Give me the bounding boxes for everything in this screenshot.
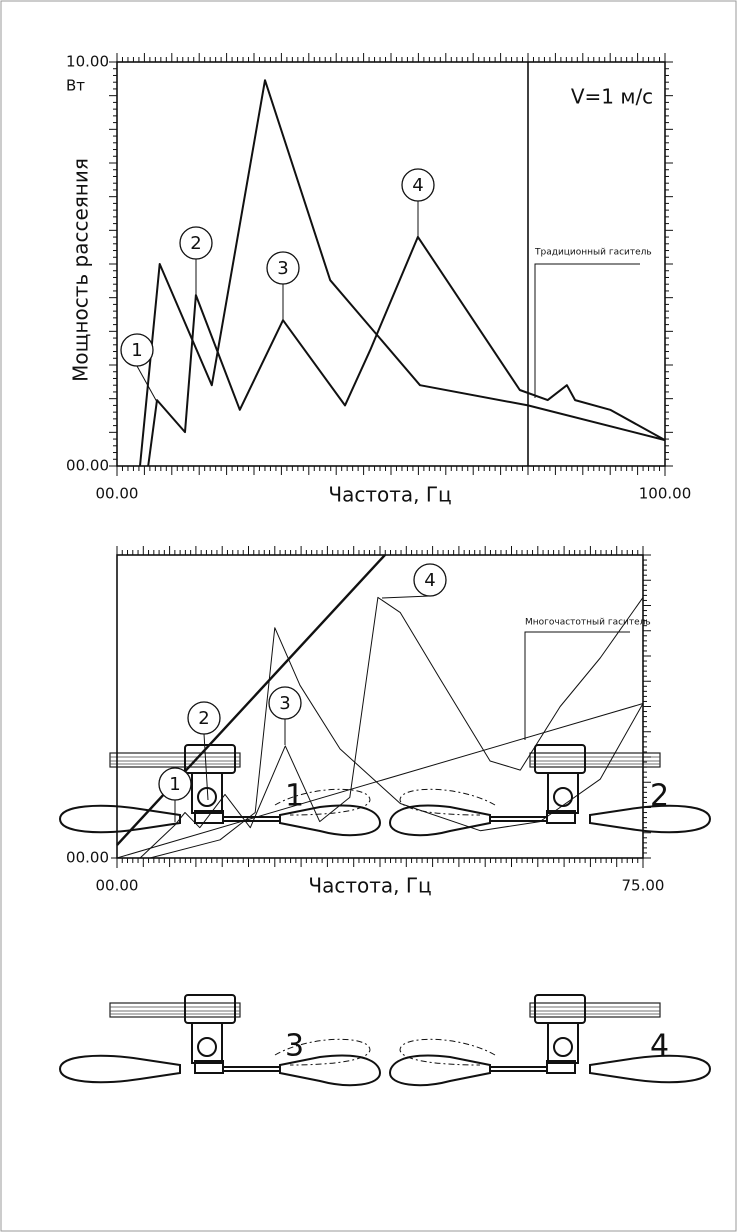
peak-label: 4 [424, 570, 435, 591]
page: {"chart_data": [ {"type": "line", "y_lab… [0, 0, 737, 1232]
drawing-label: 3 [285, 1029, 304, 1064]
leader-line [535, 264, 640, 398]
peak-label: 3 [277, 258, 288, 279]
peak-label: 2 [198, 708, 209, 729]
peak-label: 4 [412, 175, 423, 196]
drawing-label: 4 [650, 1029, 669, 1064]
peak-label: 1 [169, 774, 180, 795]
x-tick-label: 00.00 [96, 485, 139, 503]
peak-label: 1 [131, 340, 142, 361]
series-label: Традиционный гаситель [534, 248, 652, 258]
y-tick-label: 10.00 [66, 53, 109, 71]
figure: 1 2 3 4 00.0010.0000.00100.00Частота, Гц… [0, 0, 737, 1232]
peak-label: 3 [279, 693, 290, 714]
y-tick-label: 00.00 [66, 457, 109, 475]
drawing-label: 2 [650, 779, 669, 814]
leader-line [382, 596, 430, 598]
series-label: Многочастотный гаситель [525, 618, 651, 628]
data-line [148, 237, 665, 466]
x-axis-label: Частота, Гц [308, 874, 431, 898]
y-tick-label: 00.00 [66, 849, 109, 867]
page-border [1, 1, 736, 1231]
damper-drawings [60, 745, 710, 1085]
y-axis-label: Мощность рассеяния [69, 158, 93, 382]
y-unit: Вт [66, 77, 85, 95]
x-tick-label: 100.00 [639, 485, 692, 503]
x-tick-label: 75.00 [622, 877, 665, 895]
peak-label: 2 [190, 233, 201, 254]
x-axis-label: Частота, Гц [328, 483, 451, 507]
x-tick-label: 00.00 [96, 877, 139, 895]
annotation: V=1 м/с [571, 85, 653, 109]
